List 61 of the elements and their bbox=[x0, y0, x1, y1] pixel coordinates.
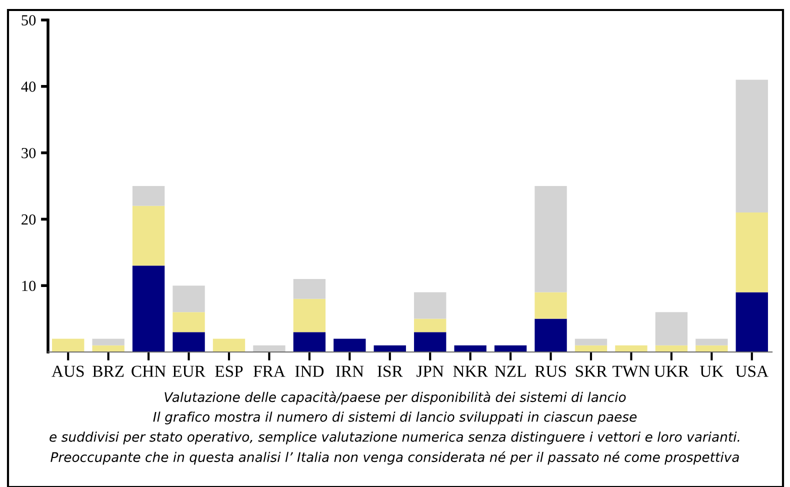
x-tick-label: IRN bbox=[336, 366, 364, 377]
x-tick-label: ISR bbox=[378, 366, 403, 377]
bar bbox=[454, 345, 486, 352]
x-tick-label: CHN bbox=[132, 366, 166, 377]
bar bbox=[494, 345, 527, 352]
bar bbox=[534, 318, 567, 352]
bar bbox=[696, 338, 728, 346]
text: e suddivisi per stato operativo, semplice valutazione numerica senza distinguere i vettori e loro varianti. bbox=[50, 432, 740, 444]
bar bbox=[172, 332, 205, 352]
bar bbox=[334, 338, 366, 352]
bar bbox=[655, 312, 688, 346]
text: Valutazione delle capacità/paese per disponibilità dei sistemi di lancio bbox=[164, 391, 626, 405]
bar bbox=[534, 186, 567, 292]
x-tick-label: ESP bbox=[215, 366, 243, 377]
bar bbox=[696, 345, 728, 352]
bar bbox=[414, 332, 446, 352]
bar bbox=[52, 338, 84, 352]
y-tick-label: 30 bbox=[22, 148, 36, 158]
x-tick-label: NKR bbox=[453, 366, 488, 377]
x-tick-label: FRA bbox=[253, 366, 286, 377]
bar bbox=[132, 206, 165, 266]
x-tick-label: SKR bbox=[576, 366, 608, 377]
bar bbox=[574, 338, 608, 346]
bar bbox=[736, 80, 768, 213]
bar bbox=[293, 278, 326, 299]
x-tick-label: IND bbox=[295, 366, 324, 377]
bar bbox=[172, 286, 205, 312]
text: Il grafico mostra il numero di sistemi di lancio sviluppati in ciascun paese bbox=[153, 412, 637, 424]
x-tick-label: TWN bbox=[612, 366, 650, 378]
bar bbox=[534, 292, 567, 319]
x-tick-label: JPN bbox=[416, 366, 444, 377]
x-tick-label: BRZ bbox=[92, 366, 124, 377]
bar bbox=[293, 298, 326, 332]
bar bbox=[615, 345, 648, 352]
bar bbox=[92, 338, 124, 346]
bar bbox=[212, 338, 246, 352]
x-tick-label: AUS bbox=[52, 366, 84, 377]
y-tick-label: 40 bbox=[21, 82, 36, 92]
bar bbox=[655, 345, 688, 352]
text: Preoccupante che in questa analisi l’ Italia non venga considerata né per il passato né come prospettiva bbox=[50, 451, 739, 465]
x-tick-label: USA bbox=[736, 366, 768, 377]
bar bbox=[374, 345, 406, 352]
y-tick-label: 20 bbox=[22, 214, 36, 225]
bar bbox=[574, 345, 608, 352]
y-tick-label: 50 bbox=[22, 15, 36, 26]
bar bbox=[414, 318, 446, 332]
bar bbox=[293, 332, 326, 352]
x-tick-label: NZL bbox=[494, 366, 526, 377]
bar bbox=[172, 312, 205, 332]
bar bbox=[132, 186, 165, 206]
y-tick-label: 10 bbox=[22, 280, 36, 292]
bar bbox=[92, 345, 124, 352]
bar bbox=[414, 292, 446, 319]
bar bbox=[253, 345, 286, 352]
bar bbox=[736, 212, 768, 292]
x-tick-label: UKR bbox=[654, 366, 690, 377]
bar bbox=[736, 292, 768, 352]
x-tick-label: UK bbox=[700, 366, 724, 377]
x-tick-label: RUS bbox=[535, 366, 566, 377]
x-tick-label: EUR bbox=[172, 366, 206, 377]
bar bbox=[132, 266, 165, 352]
